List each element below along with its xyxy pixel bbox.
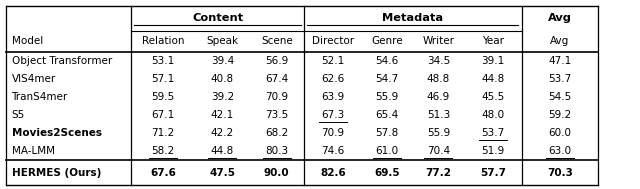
Text: 67.1: 67.1 [152, 110, 175, 120]
Text: 70.4: 70.4 [427, 146, 450, 156]
Text: 73.5: 73.5 [265, 110, 289, 120]
Text: Movies2Scenes: Movies2Scenes [12, 128, 102, 138]
Text: Speak: Speak [206, 36, 239, 46]
Text: 55.9: 55.9 [376, 92, 399, 102]
Text: 51.3: 51.3 [427, 110, 450, 120]
Text: 47.1: 47.1 [548, 56, 572, 66]
Text: Genre: Genre [371, 36, 403, 46]
Text: Relation: Relation [142, 36, 184, 46]
Text: 61.0: 61.0 [376, 146, 399, 156]
Text: 74.6: 74.6 [321, 146, 344, 156]
Text: 51.9: 51.9 [481, 146, 504, 156]
Text: 47.5: 47.5 [209, 168, 236, 178]
Text: 57.1: 57.1 [152, 74, 175, 84]
Text: 57.8: 57.8 [376, 128, 399, 138]
Text: 68.2: 68.2 [265, 128, 289, 138]
Text: 56.9: 56.9 [265, 56, 289, 66]
Text: Model: Model [12, 36, 43, 46]
Text: 42.2: 42.2 [211, 128, 234, 138]
Text: 45.5: 45.5 [481, 92, 504, 102]
Text: 59.5: 59.5 [152, 92, 175, 102]
Text: TranS4mer: TranS4mer [12, 92, 68, 102]
Text: Writer: Writer [422, 36, 454, 46]
Text: 67.4: 67.4 [265, 74, 289, 84]
Text: 39.4: 39.4 [211, 56, 234, 66]
Text: 39.2: 39.2 [211, 92, 234, 102]
Text: HERMES (Ours): HERMES (Ours) [12, 168, 101, 178]
Text: 63.9: 63.9 [321, 92, 344, 102]
Text: VIS4mer: VIS4mer [12, 74, 56, 84]
Text: 80.3: 80.3 [265, 146, 289, 156]
Text: 53.7: 53.7 [481, 128, 504, 138]
Text: 63.0: 63.0 [548, 146, 572, 156]
Text: 34.5: 34.5 [427, 56, 450, 66]
Text: 70.9: 70.9 [321, 128, 344, 138]
Text: Avg: Avg [550, 36, 570, 46]
Text: Year: Year [482, 36, 504, 46]
Text: 82.6: 82.6 [320, 168, 346, 178]
Text: 67.3: 67.3 [321, 110, 344, 120]
Text: 58.2: 58.2 [152, 146, 175, 156]
Text: 53.1: 53.1 [152, 56, 175, 66]
Text: Scene: Scene [261, 36, 292, 46]
Text: 60.0: 60.0 [548, 128, 572, 138]
Text: 59.2: 59.2 [548, 110, 572, 120]
Text: 54.6: 54.6 [376, 56, 399, 66]
Text: 44.8: 44.8 [481, 74, 504, 84]
Text: 90.0: 90.0 [264, 168, 290, 178]
Text: 48.8: 48.8 [427, 74, 450, 84]
Text: 39.1: 39.1 [481, 56, 504, 66]
Text: 54.5: 54.5 [548, 92, 572, 102]
Text: S5: S5 [12, 110, 25, 120]
Text: 52.1: 52.1 [321, 56, 344, 66]
Text: Director: Director [312, 36, 354, 46]
Text: 62.6: 62.6 [321, 74, 344, 84]
Text: 54.7: 54.7 [376, 74, 399, 84]
Text: 46.9: 46.9 [427, 92, 450, 102]
Text: 70.3: 70.3 [547, 168, 573, 178]
Text: Object Transformer: Object Transformer [12, 56, 112, 66]
Text: Avg: Avg [548, 13, 572, 23]
Text: MA-LMM: MA-LMM [12, 146, 54, 156]
Text: 57.7: 57.7 [480, 168, 506, 178]
Text: 40.8: 40.8 [211, 74, 234, 84]
Text: 77.2: 77.2 [426, 168, 451, 178]
Text: 44.8: 44.8 [211, 146, 234, 156]
Text: 70.9: 70.9 [265, 92, 289, 102]
Text: 42.1: 42.1 [211, 110, 234, 120]
Text: 71.2: 71.2 [152, 128, 175, 138]
Text: 55.9: 55.9 [427, 128, 450, 138]
Text: 67.6: 67.6 [150, 168, 176, 178]
Text: Content: Content [192, 13, 243, 23]
Text: 69.5: 69.5 [374, 168, 400, 178]
Text: 48.0: 48.0 [481, 110, 504, 120]
Text: 53.7: 53.7 [548, 74, 572, 84]
Text: Metadata: Metadata [382, 13, 444, 23]
Text: 65.4: 65.4 [376, 110, 399, 120]
